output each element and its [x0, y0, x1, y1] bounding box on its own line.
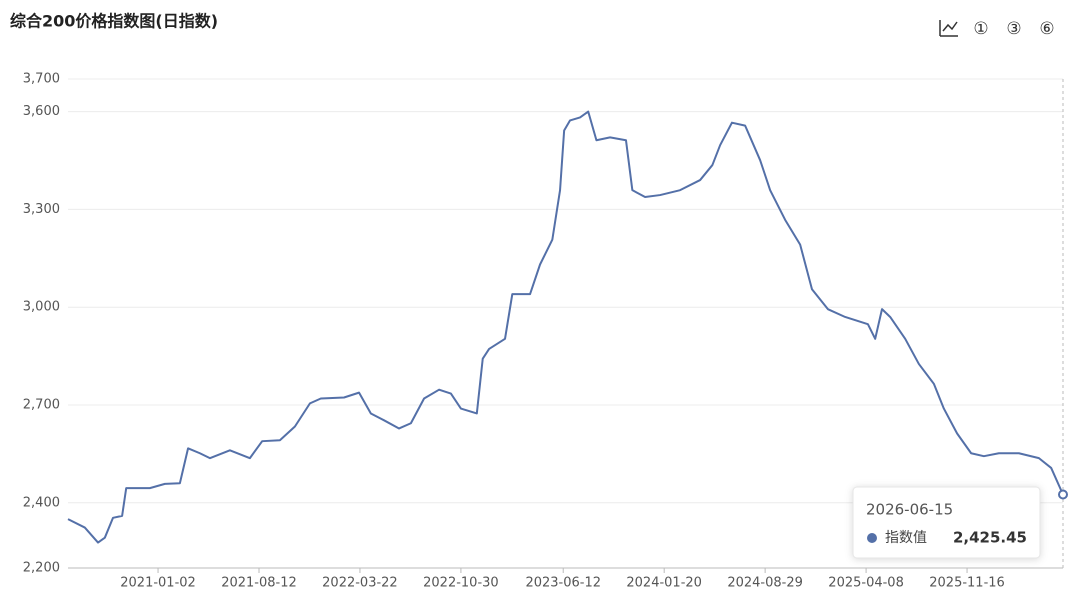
x-tick-label: 2021-01-02 [120, 576, 196, 591]
tooltip-date: 2026-06-15 [866, 501, 953, 519]
x-tick-label: 2024-08-29 [727, 576, 803, 591]
series-line [67, 110, 1064, 544]
y-tick-label: 2,200 [23, 561, 60, 576]
x-tick-label: 2022-03-22 [322, 576, 398, 591]
x-tick-label: 2025-04-08 [828, 576, 904, 591]
tooltip-value: 2,425.45 [953, 529, 1027, 547]
y-tick-label: 3,000 [23, 300, 60, 315]
tooltip-name: 指数值 [885, 530, 927, 546]
toolbar-button[interactable]: ⑥ [1039, 19, 1054, 39]
chart-title: 综合200价格指数图(日指数) [10, 12, 218, 31]
toolbar-button[interactable]: ① [973, 19, 988, 39]
x-tick-label: 2021-08-12 [221, 576, 297, 591]
point-marker [1058, 489, 1068, 500]
line-icon[interactable] [939, 20, 958, 37]
y-tick-label: 2,700 [23, 398, 60, 413]
toolbar [939, 20, 958, 37]
y-tick-label: 3,600 [23, 104, 60, 119]
y-tick-label: 3,700 [23, 72, 60, 87]
tooltip: 2026-06-15 指数值 2,425.45 [852, 486, 1041, 559]
y-tick-label: 2,400 [23, 495, 60, 510]
y-tick-label: 3,300 [23, 202, 60, 217]
x-tick-label: 2022-10-30 [423, 576, 499, 591]
tooltip-box [852, 486, 1041, 559]
toolbar-button[interactable]: ③ [1006, 19, 1021, 39]
x-tick-label: 2025-11-16 [929, 576, 1005, 591]
x-tick-label: 2023-06-12 [525, 576, 601, 591]
x-tick-label: 2024-01-20 [626, 576, 702, 591]
tooltip-dot [867, 533, 877, 543]
